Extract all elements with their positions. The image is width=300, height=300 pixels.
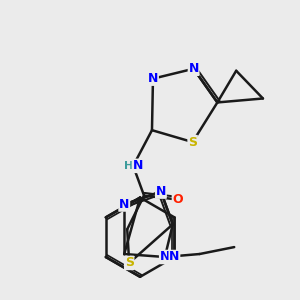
Text: N: N <box>169 250 180 263</box>
Text: H: H <box>124 161 133 171</box>
Text: N: N <box>132 159 143 172</box>
Text: S: S <box>188 136 197 148</box>
Text: N: N <box>188 62 199 75</box>
Text: N: N <box>119 198 129 211</box>
Text: N: N <box>160 250 170 263</box>
Text: O: O <box>172 193 183 206</box>
Text: N: N <box>148 72 158 85</box>
Text: N: N <box>156 185 166 198</box>
Text: S: S <box>125 256 134 269</box>
